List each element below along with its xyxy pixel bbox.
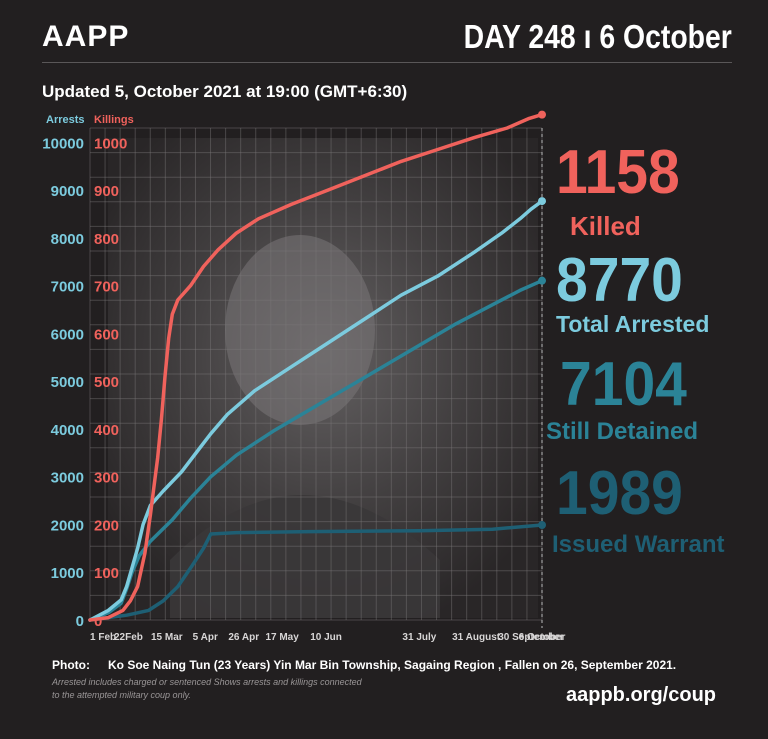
tick-label-arrests: 6000 — [51, 326, 84, 343]
series-line-issued-warrant — [88, 523, 544, 622]
tick-label-date: 1 Feb — [90, 632, 116, 643]
tick-label-date: 6 October — [519, 632, 566, 643]
tick-label-arrests: 5000 — [51, 374, 84, 391]
tick-label-arrests: 1000 — [51, 565, 84, 582]
methodology-note-line2: to the attempted military coup only. — [52, 690, 191, 700]
tick-label-date: 30 September — [498, 632, 564, 643]
tick-label-killings: 600 — [94, 326, 119, 343]
tick-label-date: 22Feb — [114, 632, 143, 643]
portrait-photo-placeholder — [108, 138, 538, 618]
tick-label-killings: 200 — [94, 517, 119, 534]
brand-logo-text: AAPP — [42, 20, 130, 53]
tick-label-arrests: 9000 — [51, 183, 84, 200]
tick-label-killings: 1000 — [94, 135, 127, 152]
tick-label-date: 31 July — [402, 632, 436, 643]
photo-caption-text: Ko Soe Naing Tun (23 Years) Yin Mar Bin … — [108, 658, 677, 672]
chart-axes: Arrests Killings0100020003000400050006000… — [42, 114, 565, 643]
arrested-count: 8770 — [556, 246, 683, 315]
tick-label-arrests: 3000 — [51, 470, 84, 487]
series-endpoint-issued-warrant — [538, 520, 546, 529]
methodology-note-line1: Arrested includes charged or sentenced S… — [52, 677, 362, 687]
tick-label-date: 31 August — [452, 632, 501, 643]
tick-label-killings: 800 — [94, 231, 119, 248]
updated-timestamp: Updated 5, October 2021 at 19:00 (GMT+6:… — [42, 82, 408, 101]
tick-label-date: 10 Jun — [310, 632, 342, 643]
tick-label-arrests: 4000 — [51, 422, 84, 439]
tick-label-killings: 100 — [94, 565, 119, 582]
axis-title-killings: Killings — [94, 114, 134, 126]
series-line-killed — [88, 112, 544, 622]
tick-label-arrests: 7000 — [51, 279, 84, 296]
tick-label-arrests: 0 — [76, 613, 84, 630]
series-line-total-arrested — [88, 199, 544, 622]
tick-label-killings: 400 — [94, 422, 119, 439]
tick-label-arrests: 8000 — [51, 231, 84, 248]
day-counter-title: DAY 248 ı 6 October — [463, 18, 732, 55]
tick-label-arrests: 2000 — [51, 517, 84, 534]
arrested-label: Total Arrested — [556, 311, 710, 337]
tick-label-date: 5 Apr — [193, 632, 218, 643]
header-divider — [42, 62, 732, 63]
photo-caption-prefix: Photo: — [52, 658, 90, 672]
warrant-label: Issued Warrant — [552, 531, 725, 558]
tick-label-killings: 700 — [94, 279, 119, 296]
photo-caption: Photo: Ko Soe Naing Tun (23 Years) Yin Ma… — [52, 658, 676, 672]
killed-label: Killed — [570, 211, 641, 241]
tick-label-date: 15 Mar — [151, 632, 183, 643]
warrant-count: 1989 — [556, 459, 683, 528]
chart-gridlines — [89, 127, 543, 621]
killed-count: 1158 — [556, 138, 680, 207]
tick-label-killings: 300 — [94, 470, 119, 487]
chart-series — [88, 110, 546, 622]
tick-label-killings: 500 — [94, 374, 119, 391]
detained-label: Still Detained — [546, 418, 699, 445]
tick-label-killings: 900 — [94, 183, 119, 200]
tick-label-arrests: 10000 — [42, 135, 84, 152]
tick-label-date: 17 May — [265, 632, 299, 643]
tick-label-date: 26 Apr — [228, 632, 259, 643]
methodology-note: Arrested includes charged or sentenced S… — [52, 676, 362, 702]
axis-title-arrests: Arrests — [46, 114, 85, 126]
detained-count: 7104 — [560, 350, 687, 419]
source-url: aappb.org/coup — [566, 684, 716, 706]
series-endpoint-total-arrested — [538, 197, 546, 206]
series-endpoint-killed — [538, 110, 546, 119]
series-endpoint-still-detained — [538, 276, 546, 285]
tick-label-killings: 0 — [94, 613, 102, 630]
